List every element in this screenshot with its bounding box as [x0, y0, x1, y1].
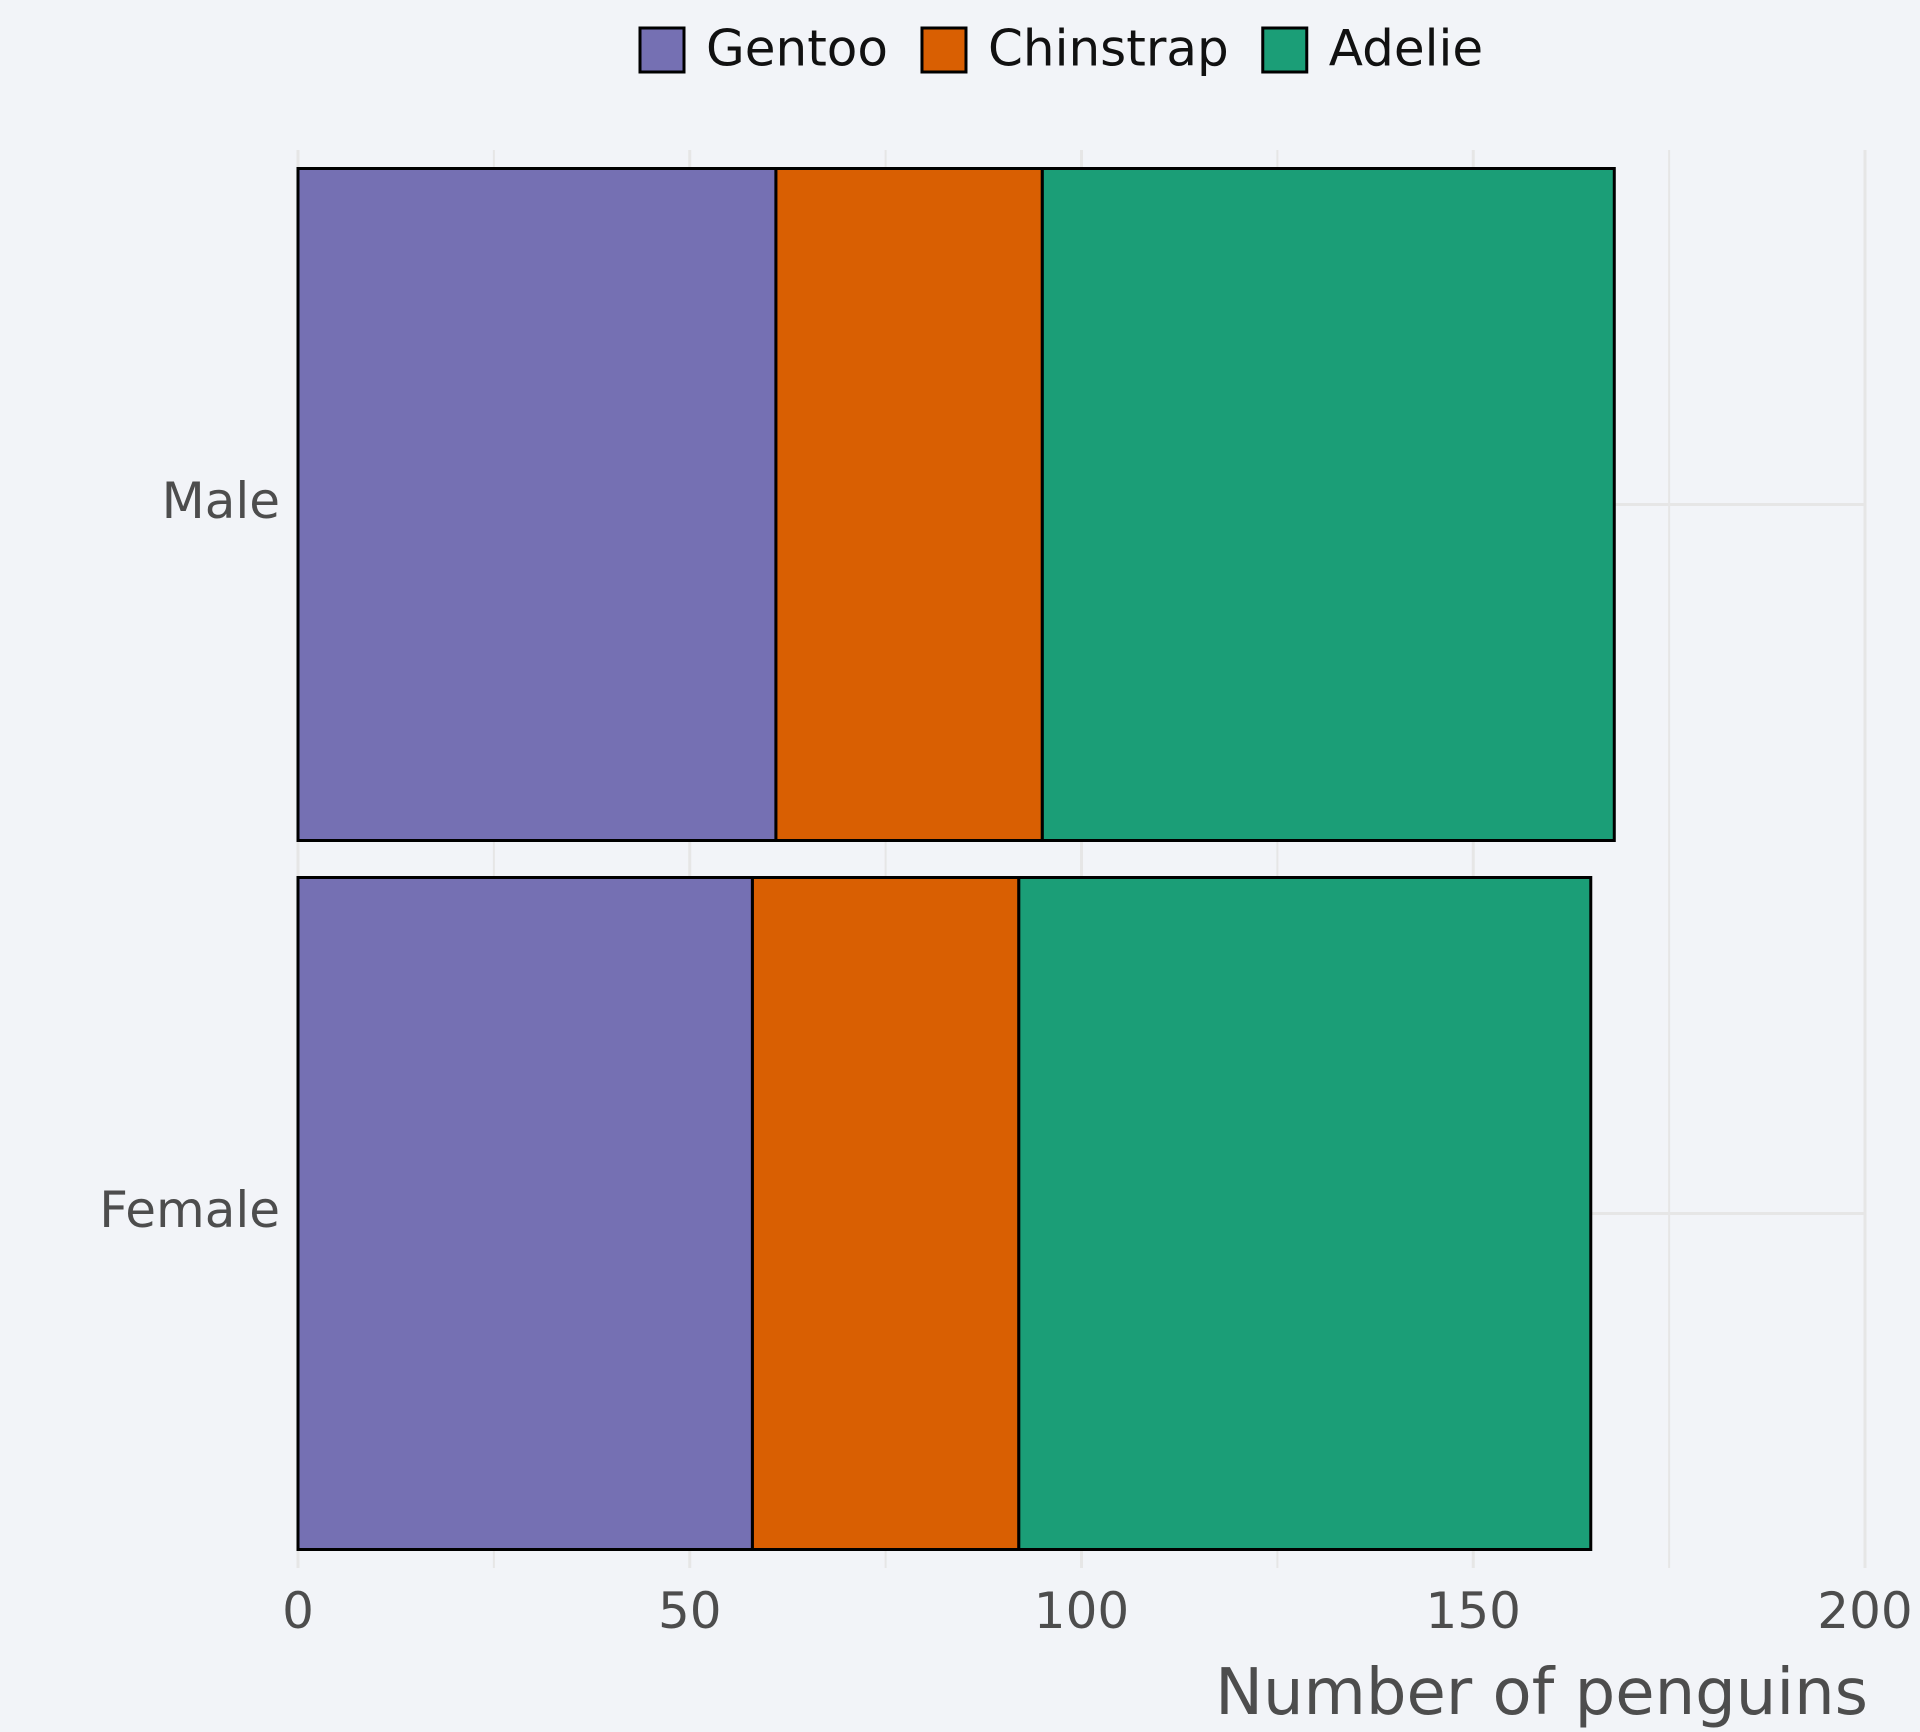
x-tick-label: 150: [1426, 1582, 1521, 1640]
legend-item-gentoo: Gentoo: [638, 20, 888, 78]
legend-label: Gentoo: [706, 20, 888, 78]
bar-gentoo-female: [296, 876, 754, 1551]
legend: Gentoo Chinstrap Adelie: [638, 20, 1483, 78]
bar-adelie-female: [1017, 876, 1593, 1551]
bar-gentoo-male: [296, 167, 778, 842]
legend-item-adelie: Adelie: [1261, 20, 1483, 78]
legend-label: Adelie: [1329, 20, 1483, 78]
y-axis-categories: Female Male: [99, 472, 280, 1239]
legend-item-chinstrap: Chinstrap: [920, 20, 1229, 78]
legend-swatch: [638, 26, 686, 74]
x-tick-label: 100: [1034, 1582, 1129, 1640]
x-tick-label: 50: [658, 1582, 722, 1640]
x-tick-label: 0: [282, 1582, 314, 1640]
bar-adelie-male: [1040, 167, 1616, 842]
x-axis-ticks: 0 50 100 150 200: [282, 1582, 1913, 1640]
x-tick-label: 200: [1817, 1582, 1912, 1640]
legend-swatch: [920, 26, 968, 74]
bar-chinstrap-female: [750, 876, 1021, 1551]
bar-chinstrap-male: [774, 167, 1044, 842]
y-category-label: Male: [162, 472, 280, 530]
bars: [296, 167, 1616, 1551]
y-category-label: Female: [99, 1181, 280, 1239]
x-axis-title: Number of penguins: [1215, 1656, 1868, 1728]
legend-swatch: [1261, 26, 1309, 74]
legend-label: Chinstrap: [988, 20, 1229, 78]
